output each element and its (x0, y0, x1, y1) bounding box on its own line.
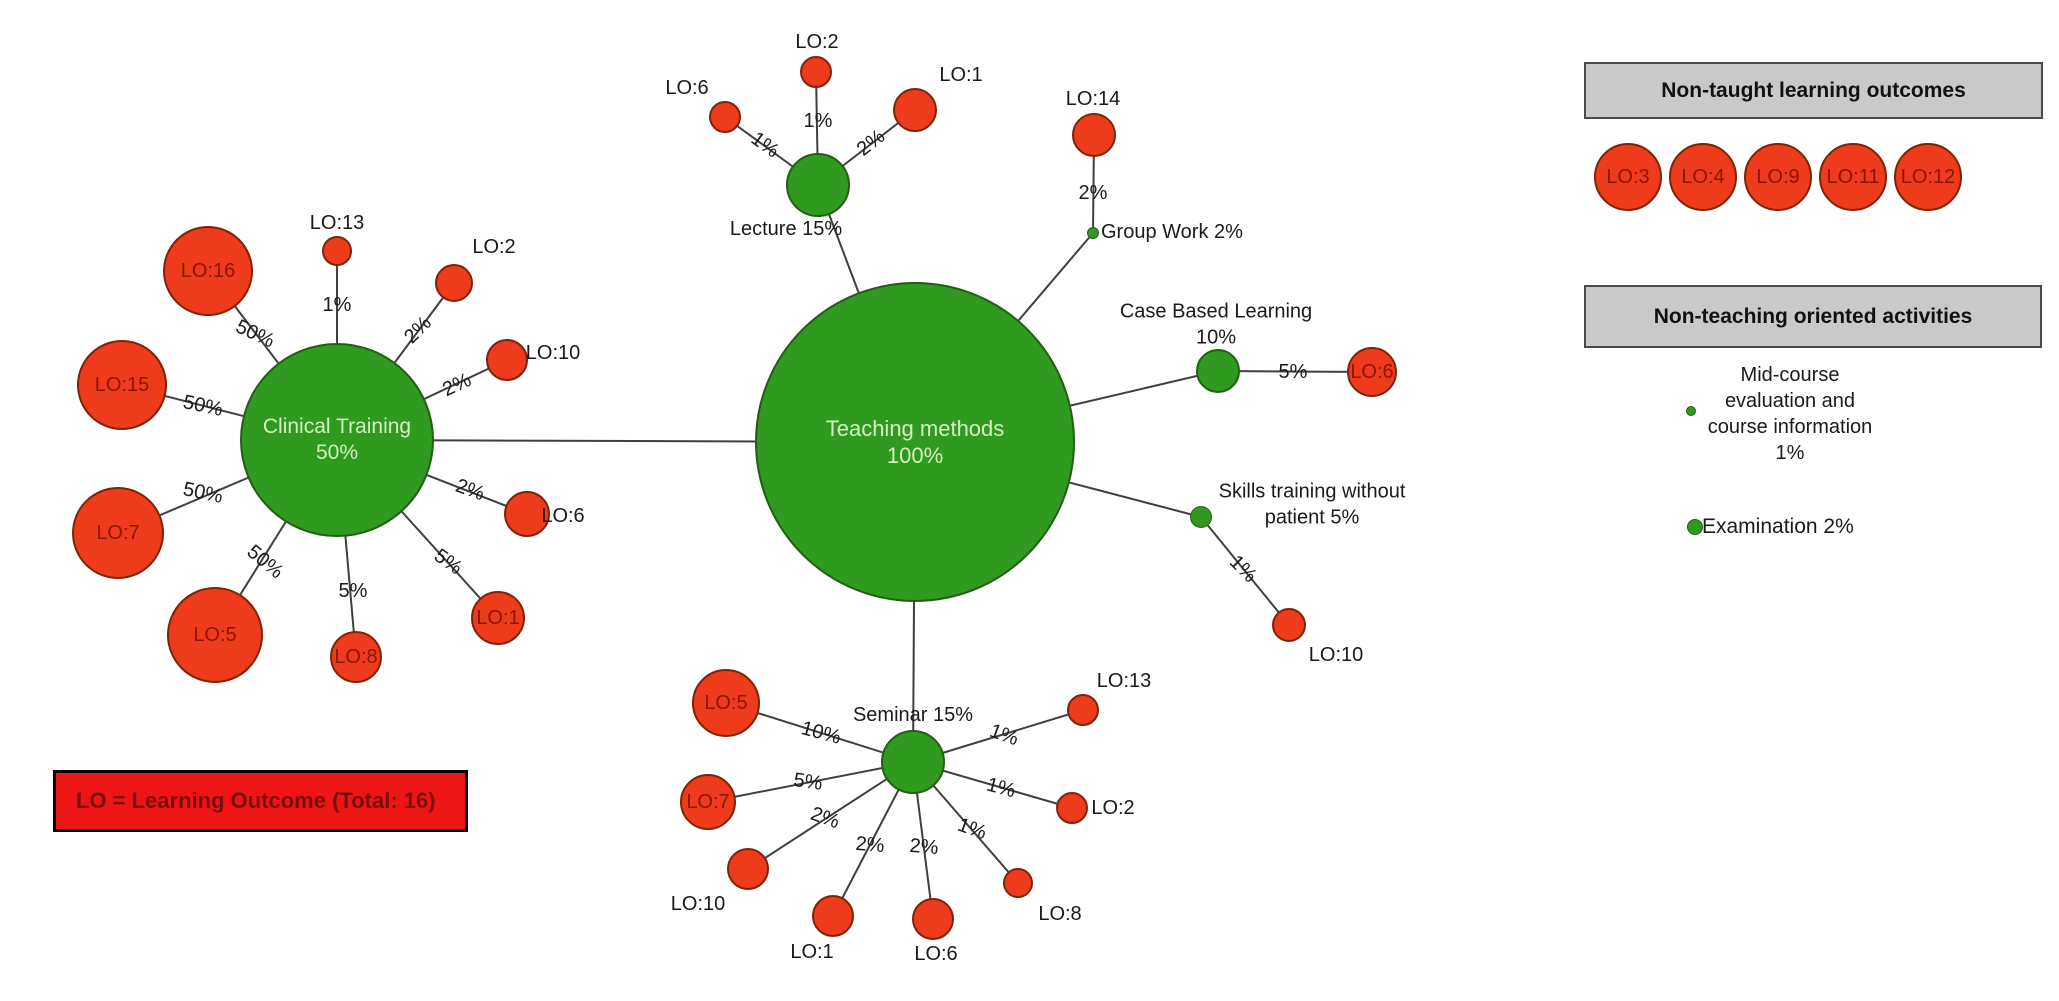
panel-lo-circle-2: LO:4 (1669, 143, 1737, 211)
examination-label: Examination 2% (1702, 515, 1854, 538)
edge-clinical-c-lo2 (336, 282, 455, 441)
lo-legend: LO = Learning Outcome (Total: 16) (53, 770, 468, 832)
mid-course-dot-icon (1686, 406, 1696, 416)
panel-lo-circle-4: LO:11 (1819, 143, 1887, 211)
panel-lo-circle-5: LO:12 (1894, 143, 1962, 211)
examination-dot-icon (1687, 519, 1703, 535)
edge-teaching-cbl (914, 370, 1219, 443)
edge-clinical-c-lo5 (214, 439, 338, 636)
edge-teaching-clinical (336, 439, 916, 443)
edge-seminar-s-lo7 (707, 761, 914, 803)
edge-clinical-c-lo8 (336, 439, 357, 658)
panel-lo-label: LO:9 (1756, 165, 1800, 188)
non-taught-outcomes-row: LO:3 LO:4 LO:9 LO:11 LO:12 (1594, 143, 1962, 211)
lo-legend-text: LO = Learning Outcome (Total: 16) (76, 788, 436, 813)
edge-lecture-l-lo2 (815, 71, 819, 186)
panel-lo-circle-1: LO:3 (1594, 143, 1662, 211)
non-taught-header: Non-taught learning outcomes (1584, 62, 2043, 119)
edge-clinical-c-lo16 (207, 270, 338, 441)
mid-course-label: Mid-course evaluation and course informa… (1707, 364, 1873, 464)
edge-seminar-s-lo6 (912, 761, 934, 920)
panel-lo-label: LO:12 (1900, 165, 1956, 188)
edge-lecture-l-lo6 (724, 116, 819, 186)
edge-groupwork-gw-lo14 (1092, 134, 1095, 234)
edge-seminar-s-lo2 (912, 761, 1073, 809)
panel-lo-label: LO:3 (1606, 165, 1650, 188)
non-teaching-title: Non-teaching oriented activities (1653, 304, 1973, 328)
edge-seminar-s-lo8 (912, 761, 1019, 884)
edge-cbl-cbl-lo6 (1217, 370, 1373, 373)
edge-clinical-c-lo10 (336, 359, 508, 441)
edge-seminar-s-lo1 (832, 761, 914, 917)
edge-lecture-l-lo1 (817, 109, 916, 186)
non-teaching-header: Non-teaching oriented activities (1584, 285, 2042, 348)
edge-clinical-c-lo7 (117, 439, 338, 534)
panel-lo-label: LO:11 (1826, 165, 1880, 188)
edge-seminar-s-lo5 (725, 702, 914, 763)
edge-teaching-groupwork (914, 232, 1094, 443)
panel-lo-label: LO:4 (1681, 165, 1725, 188)
edge-teaching-skills (914, 441, 1202, 518)
non-taught-title: Non-taught learning outcomes (1661, 78, 1966, 102)
edge-seminar-s-lo13 (912, 709, 1084, 763)
panel-lo-circle-3: LO:9 (1744, 143, 1812, 211)
edge-teaching-lecture (817, 184, 916, 443)
edge-clinical-c-lo15 (121, 384, 338, 441)
edge-clinical-c-lo1 (336, 439, 499, 619)
edge-teaching-seminar (912, 441, 916, 763)
edge-skills-sk-lo10 (1200, 516, 1290, 626)
edge-clinical-c-lo6 (336, 439, 528, 515)
